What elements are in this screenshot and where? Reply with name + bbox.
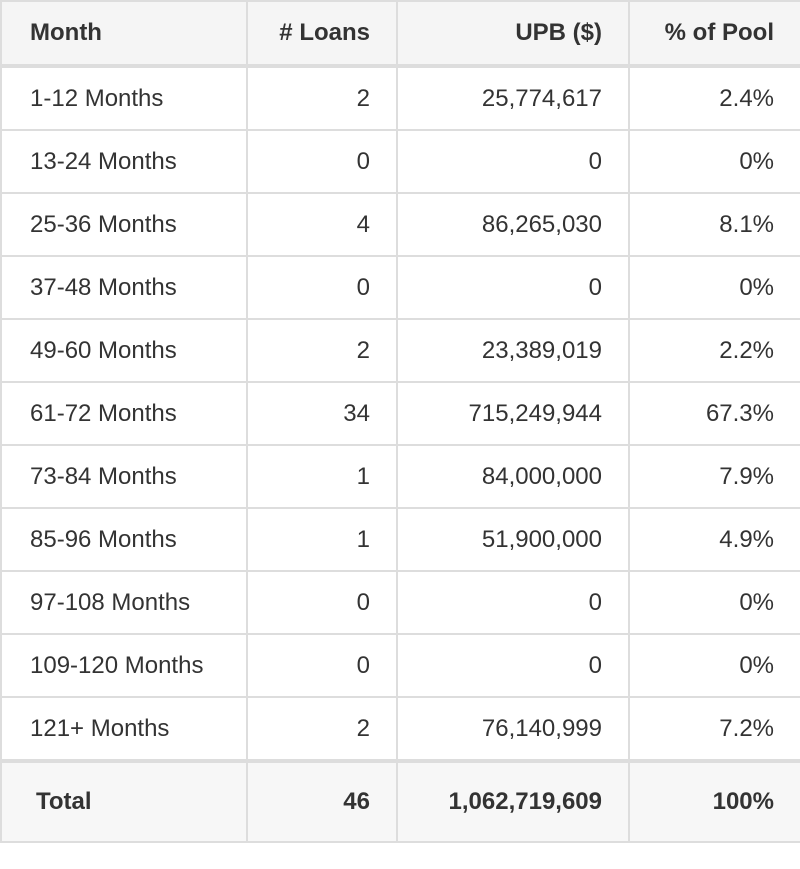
cell-pct: 67.3%	[628, 381, 800, 446]
table-row: 121+ Months 2 76,140,999 7.2%	[0, 696, 800, 762]
cell-upb: 25,774,617	[396, 65, 630, 131]
cell-loans: 0	[246, 570, 398, 635]
cell-pct: 4.9%	[628, 507, 800, 572]
header-month: Month	[0, 0, 248, 68]
cell-upb: 0	[396, 633, 630, 698]
total-upb: 1,062,719,609	[396, 759, 630, 843]
table-row: 13-24 Months 0 0 0%	[0, 129, 800, 194]
table-header: Month # Loans UPB ($) % of Pool	[0, 0, 800, 68]
table-row: 37-48 Months 0 0 0%	[0, 255, 800, 320]
cell-loans: 1	[246, 444, 398, 509]
table-row: 73-84 Months 1 84,000,000 7.9%	[0, 444, 800, 509]
cell-pct: 2.2%	[628, 318, 800, 383]
cell-upb: 0	[396, 255, 630, 320]
cell-month: 1-12 Months	[0, 65, 248, 131]
cell-loans: 4	[246, 192, 398, 257]
cell-loans: 2	[246, 318, 398, 383]
table-footer: Total 46 1,062,719,609 100%	[0, 759, 800, 843]
cell-month: 97-108 Months	[0, 570, 248, 635]
table-row: 97-108 Months 0 0 0%	[0, 570, 800, 635]
cell-month: 73-84 Months	[0, 444, 248, 509]
cell-upb: 0	[396, 570, 630, 635]
cell-upb: 715,249,944	[396, 381, 630, 446]
table-row: 85-96 Months 1 51,900,000 4.9%	[0, 507, 800, 572]
header-pct-of-pool: % of Pool	[628, 0, 800, 68]
header-row: Month # Loans UPB ($) % of Pool	[0, 0, 800, 68]
cell-loans: 2	[246, 696, 398, 762]
cell-month: 49-60 Months	[0, 318, 248, 383]
cell-month: 109-120 Months	[0, 633, 248, 698]
table-row: 61-72 Months 34 715,249,944 67.3%	[0, 381, 800, 446]
cell-upb: 0	[396, 129, 630, 194]
cell-upb: 23,389,019	[396, 318, 630, 383]
table-row: 25-36 Months 4 86,265,030 8.1%	[0, 192, 800, 257]
cell-month: 121+ Months	[0, 696, 248, 762]
cell-pct: 0%	[628, 633, 800, 698]
cell-pct: 8.1%	[628, 192, 800, 257]
total-loans: 46	[246, 759, 398, 843]
cell-loans: 1	[246, 507, 398, 572]
total-pct: 100%	[628, 759, 800, 843]
cell-month: 25-36 Months	[0, 192, 248, 257]
table-row: 1-12 Months 2 25,774,617 2.4%	[0, 65, 800, 131]
table-row: 49-60 Months 2 23,389,019 2.2%	[0, 318, 800, 383]
cell-loans: 2	[246, 65, 398, 131]
loan-maturity-table: Month # Loans UPB ($) % of Pool 1-12 Mon…	[0, 0, 800, 843]
table-body: 1-12 Months 2 25,774,617 2.4% 13-24 Mont…	[0, 65, 800, 762]
cell-upb: 51,900,000	[396, 507, 630, 572]
cell-month: 37-48 Months	[0, 255, 248, 320]
cell-loans: 0	[246, 129, 398, 194]
cell-pct: 2.4%	[628, 65, 800, 131]
cell-upb: 84,000,000	[396, 444, 630, 509]
cell-pct: 0%	[628, 255, 800, 320]
cell-month: 13-24 Months	[0, 129, 248, 194]
cell-upb: 76,140,999	[396, 696, 630, 762]
cell-pct: 0%	[628, 570, 800, 635]
total-label: Total	[0, 759, 248, 843]
cell-loans: 0	[246, 255, 398, 320]
cell-loans: 0	[246, 633, 398, 698]
cell-pct: 7.2%	[628, 696, 800, 762]
header-loans: # Loans	[246, 0, 398, 68]
header-upb: UPB ($)	[396, 0, 630, 68]
cell-pct: 0%	[628, 129, 800, 194]
cell-upb: 86,265,030	[396, 192, 630, 257]
total-row: Total 46 1,062,719,609 100%	[0, 759, 800, 843]
table-row: 109-120 Months 0 0 0%	[0, 633, 800, 698]
cell-month: 61-72 Months	[0, 381, 248, 446]
cell-month: 85-96 Months	[0, 507, 248, 572]
cell-loans: 34	[246, 381, 398, 446]
cell-pct: 7.9%	[628, 444, 800, 509]
